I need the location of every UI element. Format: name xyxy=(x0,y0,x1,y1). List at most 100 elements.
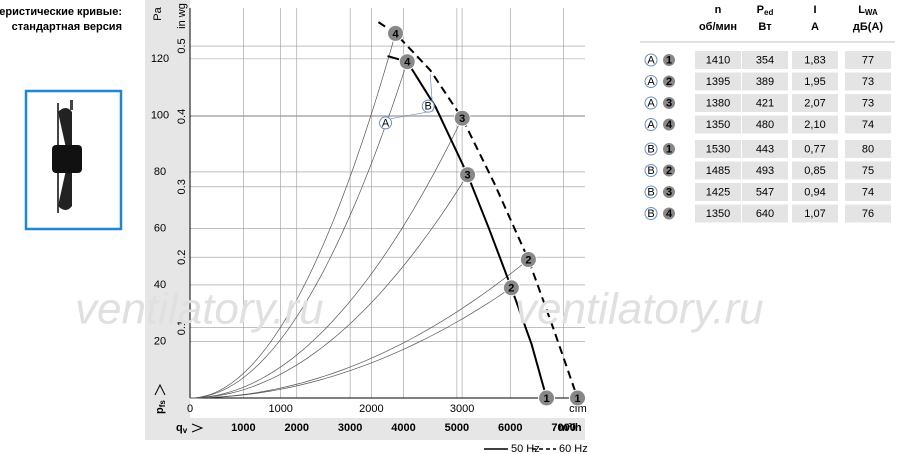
y-axis-label: Pa xyxy=(152,6,164,20)
row-curve-icon xyxy=(644,53,658,67)
y2-axis-label: in wg xyxy=(176,3,188,29)
table-value: 77 xyxy=(862,54,874,66)
table-cell xyxy=(695,72,741,91)
row-curve: B xyxy=(647,165,654,177)
table-value: 1,95 xyxy=(804,76,825,88)
table-cell xyxy=(742,115,788,134)
title: Характеристические кривые: стандартная ве… xyxy=(0,6,122,33)
row-curve-icon xyxy=(644,142,658,156)
table-value: 74 xyxy=(862,119,874,131)
system-curve xyxy=(189,61,408,399)
table-cell xyxy=(845,115,891,134)
y2-tick-label: 0.5 xyxy=(176,38,188,53)
x-tick-label: 7000 xyxy=(551,422,575,434)
table-cell xyxy=(792,140,838,158)
table-cell xyxy=(695,51,741,69)
operating-point xyxy=(387,24,405,42)
table-header-unit: дБ(A) xyxy=(853,21,883,33)
y-tick-label: 20 xyxy=(154,335,166,347)
table-cell xyxy=(742,72,788,91)
table-header-unit: об/мин xyxy=(699,21,737,33)
y-symbol-sub: fs xyxy=(158,400,167,408)
table-header: n xyxy=(715,4,722,16)
x2-tick-label: 1000 xyxy=(268,403,292,415)
fan-curve xyxy=(387,55,548,399)
table-cell xyxy=(742,204,788,223)
x-tick-label: 6000 xyxy=(498,422,522,434)
table-value: 1485 xyxy=(706,165,730,177)
system-curve xyxy=(189,287,512,399)
table-header-sub: WA xyxy=(865,8,878,17)
row-curve-icon xyxy=(644,96,658,110)
table-header-unit: A xyxy=(811,21,819,33)
row-curve: A xyxy=(647,119,655,131)
table-value: 1350 xyxy=(706,208,730,220)
row-curve-icon xyxy=(644,207,658,220)
table-cell xyxy=(792,204,838,223)
table-value: 1425 xyxy=(706,186,730,198)
table-value: 0,85 xyxy=(804,165,825,177)
table-value: 73 xyxy=(862,76,874,88)
row-point-icon xyxy=(663,75,675,88)
table-value: 0,94 xyxy=(804,186,825,198)
row-point: 2 xyxy=(666,165,672,177)
arrow xyxy=(191,423,204,433)
table-value: 480 xyxy=(756,119,774,131)
x-tick-label: 2000 xyxy=(285,422,309,434)
table-value: 493 xyxy=(756,165,774,177)
row-point: 4 xyxy=(666,208,673,220)
table-cell xyxy=(742,51,788,69)
table-value: 547 xyxy=(756,186,774,198)
row-curve: B xyxy=(647,143,654,155)
operating-point-label: 2 xyxy=(525,254,531,266)
y-tick-label: 120 xyxy=(151,53,169,65)
watermark: ventilatory.ru xyxy=(75,285,324,334)
x-symbol-main: q xyxy=(176,422,183,434)
curve-label-circle xyxy=(421,99,435,113)
table-cell xyxy=(695,140,741,158)
table-header: Ped xyxy=(757,4,774,17)
operating-point xyxy=(538,389,556,407)
row-point-icon xyxy=(663,164,675,177)
operating-point xyxy=(453,109,471,127)
fan-icon-frame xyxy=(24,89,123,231)
legend-label: 60 Hz xyxy=(559,443,588,454)
y2-tick-label: 0.2 xyxy=(176,250,188,265)
y2-tick-label: 0.3 xyxy=(176,179,188,194)
table-value: 2,10 xyxy=(804,119,825,131)
table-cell xyxy=(845,51,891,69)
table-value: 1,07 xyxy=(804,208,825,220)
table-value: 640 xyxy=(756,208,774,220)
curve-label: B xyxy=(425,101,432,113)
row-point-icon xyxy=(663,207,675,220)
row-point-icon xyxy=(663,118,675,131)
operating-point xyxy=(502,279,520,297)
row-point-icon xyxy=(663,54,675,66)
y2-tick-label: 0.1 xyxy=(176,320,188,335)
row-point: 4 xyxy=(666,119,673,131)
row-curve-icon xyxy=(644,118,658,131)
table-value: 389 xyxy=(756,76,774,88)
plot-area xyxy=(190,8,585,418)
axis-band xyxy=(145,0,190,440)
row-point-icon xyxy=(663,97,675,109)
x2-tick-label: 3000 xyxy=(450,403,474,415)
row-curve: A xyxy=(647,76,655,88)
table-cell xyxy=(695,115,741,134)
legend-label: 50 Hz xyxy=(511,443,540,454)
operating-point-label: 1 xyxy=(574,393,580,405)
table-cell xyxy=(742,140,788,158)
table-cell xyxy=(792,115,838,134)
table-cell xyxy=(695,204,741,223)
table-header-main: I xyxy=(813,4,816,16)
operating-point-label: 3 xyxy=(465,170,471,182)
row-curve: B xyxy=(647,208,654,220)
table-cell xyxy=(845,183,891,201)
table-value: 1380 xyxy=(706,97,730,109)
arrow xyxy=(154,383,166,396)
table-header-main: n xyxy=(715,4,722,16)
x-tick-label: 4000 xyxy=(391,422,415,434)
table-value: 75 xyxy=(862,165,874,177)
y-tick-label: 80 xyxy=(154,166,166,178)
